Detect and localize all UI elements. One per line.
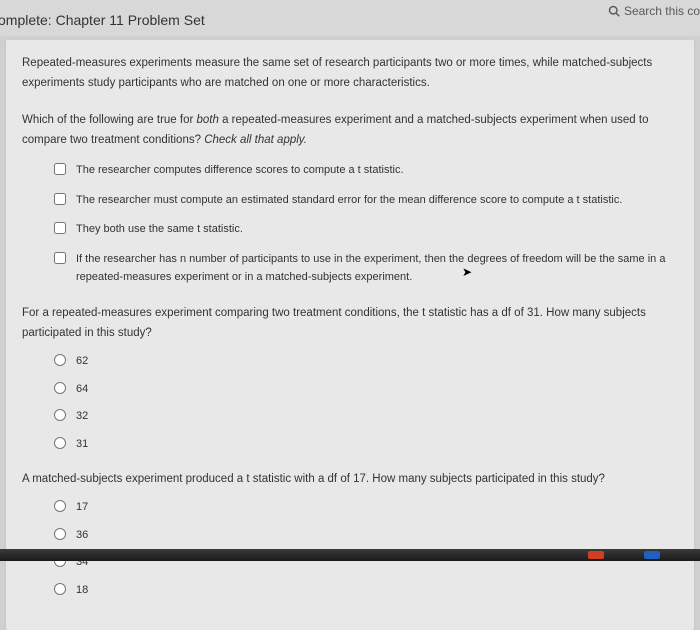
radio-option: 31 xyxy=(54,436,678,454)
checkbox-option: If the researcher has n number of partic… xyxy=(54,251,678,286)
q1-checkbox-2[interactable] xyxy=(54,222,66,234)
question-1: Which of the following are true for both… xyxy=(22,111,678,286)
option-label: 31 xyxy=(76,436,88,454)
option-label: 64 xyxy=(76,381,88,399)
radio-option: 64 xyxy=(54,381,678,399)
q1-checkbox-1[interactable] xyxy=(54,193,66,205)
q1-instruction: Check all that apply. xyxy=(204,134,307,146)
q2-radio-0[interactable] xyxy=(54,354,66,366)
page-title: omplete: Chapter 11 Problem Set xyxy=(0,0,700,36)
q1-checkbox-0[interactable] xyxy=(54,163,66,175)
q2-radio-2[interactable] xyxy=(54,409,66,421)
q1-options: The researcher computes difference score… xyxy=(54,162,678,286)
q2-radio-1[interactable] xyxy=(54,382,66,394)
q2-options: 62 64 32 31 xyxy=(54,353,678,453)
taskbar-item[interactable] xyxy=(644,551,660,559)
question-3-prompt: A matched-subjects experiment produced a… xyxy=(22,470,678,490)
option-label: 17 xyxy=(76,499,88,517)
option-label: 18 xyxy=(76,582,88,600)
radio-option: 32 xyxy=(54,408,678,426)
question-2: For a repeated-measures experiment compa… xyxy=(22,304,678,453)
option-label: The researcher must compute an estimated… xyxy=(76,192,622,210)
q2-radio-3[interactable] xyxy=(54,437,66,449)
content-panel: Repeated-measures experiments measure th… xyxy=(6,40,694,630)
question-2-prompt: For a repeated-measures experiment compa… xyxy=(22,304,678,343)
option-label: If the researcher has n number of partic… xyxy=(76,251,678,286)
radio-option: 18 xyxy=(54,582,678,600)
search-icon xyxy=(608,5,620,17)
q3-radio-3[interactable] xyxy=(54,583,66,595)
q1-prompt-part1: Which of the following are true for xyxy=(22,114,197,126)
q1-prompt-emph: both xyxy=(197,114,219,126)
radio-option: 36 xyxy=(54,527,678,545)
radio-option: 62 xyxy=(54,353,678,371)
checkbox-option: They both use the same t statistic. xyxy=(54,221,678,239)
option-label: 32 xyxy=(76,408,88,426)
option-label: 36 xyxy=(76,527,88,545)
q3-radio-0[interactable] xyxy=(54,500,66,512)
option-label: The researcher computes difference score… xyxy=(76,162,404,180)
search-label: Search this co xyxy=(624,4,700,18)
search-bar[interactable]: Search this co xyxy=(608,4,700,18)
q3-radio-1[interactable] xyxy=(54,528,66,540)
checkbox-option: The researcher computes difference score… xyxy=(54,162,678,180)
question-3: A matched-subjects experiment produced a… xyxy=(22,470,678,600)
radio-option: 17 xyxy=(54,499,678,517)
question-1-prompt: Which of the following are true for both… xyxy=(22,111,678,150)
option-label: 62 xyxy=(76,353,88,371)
taskbar xyxy=(0,549,700,561)
q1-checkbox-3[interactable] xyxy=(54,252,66,264)
option-label: They both use the same t statistic. xyxy=(76,221,243,239)
intro-text: Repeated-measures experiments measure th… xyxy=(22,54,678,93)
taskbar-item[interactable] xyxy=(588,551,604,559)
checkbox-option: The researcher must compute an estimated… xyxy=(54,192,678,210)
